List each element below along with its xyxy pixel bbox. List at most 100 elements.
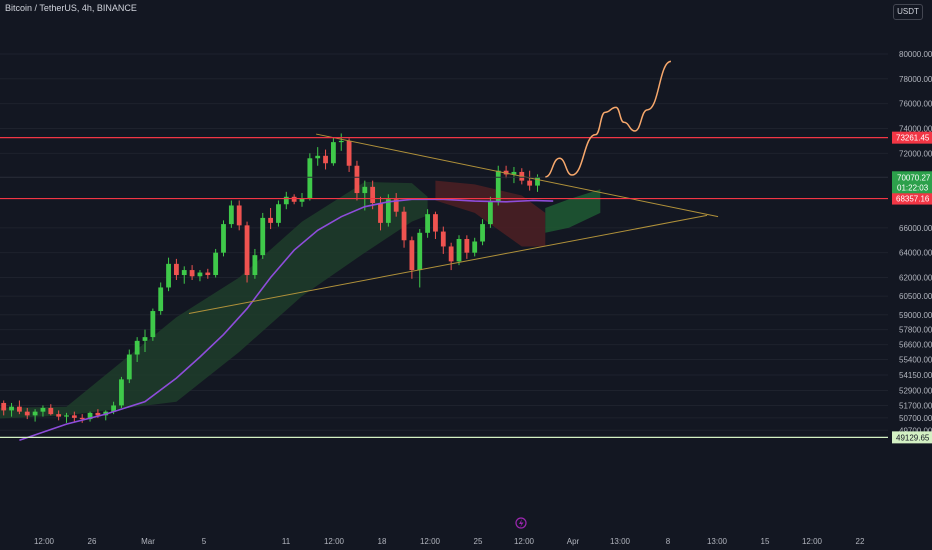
x-tick-label: 8 — [666, 537, 671, 546]
trend-line — [316, 133, 719, 218]
x-tick-label: 13:00 — [610, 537, 631, 546]
candle-up — [472, 241, 478, 253]
chart-title: Bitcoin / TetherUS, 4h, BINANCE — [5, 3, 137, 13]
y-tick-label: 74000.00 — [899, 124, 932, 133]
y-tick-label: 80000.00 — [899, 50, 932, 59]
candle-down — [440, 231, 446, 247]
candle-up — [142, 337, 148, 341]
candle-up — [488, 201, 493, 225]
candle-down — [244, 225, 250, 276]
candle-down — [268, 217, 273, 223]
candle-up — [119, 379, 124, 406]
candle-up — [338, 140, 344, 143]
current-price-label: 70070.27 — [897, 173, 931, 182]
candle-up — [40, 407, 46, 412]
currency-button[interactable]: USDT — [893, 4, 923, 20]
y-tick-label: 59000.00 — [899, 311, 932, 320]
candle-up — [385, 199, 391, 223]
candle-up — [181, 270, 187, 276]
candle-down — [323, 155, 328, 164]
candle-down — [56, 414, 62, 417]
candle-down — [464, 239, 470, 253]
candle-up — [126, 354, 132, 380]
candle-up — [64, 415, 69, 417]
candle-down — [205, 272, 211, 276]
candle-up — [197, 272, 203, 277]
level-label: 73261.45 — [896, 134, 930, 143]
candle-down — [354, 165, 360, 194]
y-tick-label: 49700.00 — [899, 426, 932, 435]
x-tick-label: 18 — [378, 537, 387, 546]
x-tick-label: 13:00 — [707, 537, 728, 546]
ichimoku-cloud — [0, 53, 888, 431]
candle-up — [425, 214, 430, 233]
lightning-icon — [519, 519, 524, 528]
y-tick-label: 78000.00 — [899, 75, 932, 84]
candle-up — [299, 198, 305, 202]
chart-lines — [0, 60, 888, 441]
x-tick-label: Apr — [567, 537, 580, 546]
candle-down — [401, 211, 407, 241]
y-tick-label: 55400.00 — [899, 355, 932, 364]
candle-up — [480, 224, 485, 242]
candle-up — [315, 155, 321, 159]
candle-up — [417, 232, 423, 271]
trend-line — [188, 214, 708, 315]
x-tick-label: 11 — [282, 537, 291, 546]
y-tick-label: 76000.00 — [899, 100, 932, 109]
current-price-countdown: 01:22:03 — [897, 183, 929, 192]
y-tick-label: 56600.00 — [899, 341, 932, 350]
candle-down — [236, 205, 242, 226]
y-tick-label: 64000.00 — [899, 249, 932, 258]
candle-down — [409, 240, 415, 271]
cloud-green-future — [545, 189, 601, 233]
candle-up — [9, 406, 14, 411]
x-tick-label: 22 — [856, 537, 865, 546]
candle-up — [150, 311, 156, 338]
candle-down — [189, 270, 195, 277]
candle-up — [213, 252, 219, 276]
event-marker-icon — [515, 517, 527, 529]
x-tick-label: 12:00 — [420, 537, 441, 546]
candle-down — [291, 196, 297, 202]
candle-up — [535, 177, 540, 186]
candle-down — [370, 186, 376, 203]
candle-up — [228, 205, 234, 225]
y-tick-label: 62000.00 — [899, 274, 932, 283]
candle-down — [393, 199, 399, 212]
projection-path — [545, 60, 672, 178]
x-tick-label: 12:00 — [514, 537, 535, 546]
candle-up — [495, 170, 501, 202]
y-tick-label: 72000.00 — [899, 149, 932, 158]
candle-down — [433, 214, 438, 232]
candle-up — [456, 239, 462, 262]
y-tick-label: 51700.00 — [899, 401, 932, 410]
y-tick-label: 52900.00 — [899, 387, 932, 396]
candle-up — [32, 411, 38, 416]
axes: 80000.00 78000.00 76000.00 74000.00 72000.00… — [34, 50, 932, 546]
candle-up — [166, 263, 171, 288]
y-tick-label: 57800.00 — [899, 326, 932, 335]
x-tick-label: 26 — [88, 537, 97, 546]
current-price-bg — [892, 171, 932, 194]
candle-down — [48, 407, 54, 415]
x-tick-label: 12:00 — [802, 537, 823, 546]
candle-up — [260, 217, 266, 256]
candle-down — [17, 406, 22, 412]
candle-down — [174, 263, 179, 276]
x-tick-label: 25 — [474, 537, 483, 546]
candle-down — [448, 246, 454, 262]
x-tick-label: 12:00 — [34, 537, 55, 546]
y-tick-label: 66000.00 — [899, 224, 932, 233]
candle-down — [79, 417, 85, 420]
level-label: 68357.16 — [896, 195, 930, 204]
candle-up — [283, 196, 289, 205]
level-label-bg — [892, 192, 932, 205]
y-tick-label: 60500.00 — [899, 292, 932, 301]
candle-down — [503, 170, 509, 175]
candle-up — [158, 287, 164, 312]
x-tick-label: 15 — [761, 537, 770, 546]
candle-up — [276, 204, 281, 223]
